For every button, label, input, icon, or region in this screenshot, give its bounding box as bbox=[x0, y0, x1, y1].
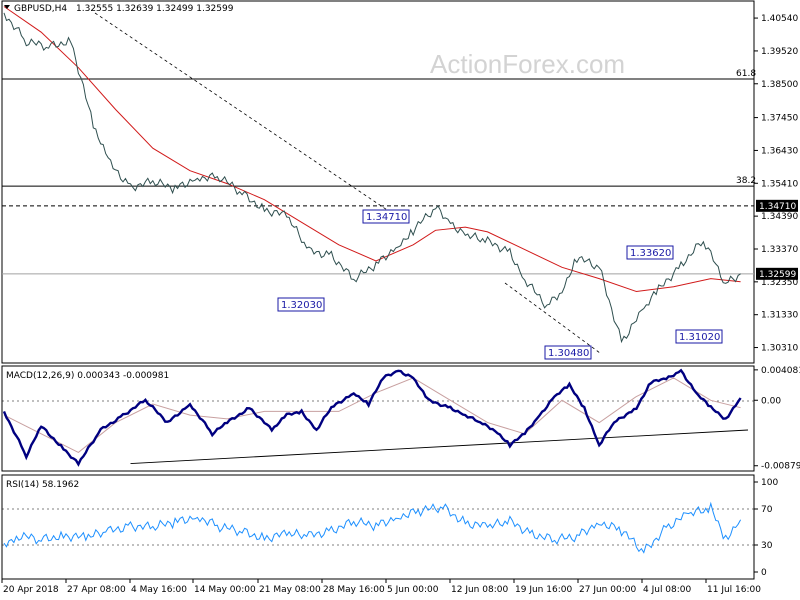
x-tick-label: 27 Apr 08:00 bbox=[67, 585, 126, 595]
rsi-y-tick-label: 30 bbox=[761, 541, 773, 551]
x-tick-label: 5 Jun 00:00 bbox=[387, 585, 439, 595]
x-tick-label: 28 May 16:00 bbox=[323, 585, 385, 595]
macd-main-line bbox=[2, 368, 742, 467]
price-annotation-text: 1.33620 bbox=[630, 248, 671, 259]
price-y-tick-label: 1.36430 bbox=[761, 146, 798, 156]
price-annotation-box bbox=[277, 297, 325, 312]
header-ohlc: 1.32555 1.32639 1.32499 1.32599 bbox=[76, 4, 234, 14]
price-level-tag bbox=[756, 199, 798, 212]
price-panel[interactable]: ActionForex.com 61.8 38.2 1.34710 1.32599 1… bbox=[1, 0, 798, 364]
x-tick-label: 27 Jun 00:00 bbox=[579, 585, 636, 595]
x-tick-label: 12 Jun 08:00 bbox=[451, 585, 508, 595]
fib-level-label: 38.2 bbox=[736, 176, 756, 186]
price-y-tick-label: 1.40540 bbox=[761, 14, 798, 24]
price-level-tag bbox=[756, 267, 798, 280]
price-panel-frame bbox=[1, 0, 755, 364]
price-annotation-box bbox=[626, 245, 674, 260]
price-y-tick-label: 1.30310 bbox=[761, 344, 798, 354]
price-y-axis: 1.40540 1.39520 1.38500 1.37450 1.36430 1.354… bbox=[754, 14, 798, 354]
price-level-tag-text: 1.32599 bbox=[759, 270, 796, 280]
moving-average-line bbox=[3, 6, 741, 293]
price-annotation-box bbox=[362, 209, 410, 224]
rsi-header: RSI(14) 58.1962 bbox=[6, 480, 79, 490]
fib-level-label: 61.8 bbox=[736, 69, 756, 79]
rsi-levels bbox=[2, 508, 754, 546]
macd-y-tick-label: -0.008794 bbox=[761, 462, 800, 472]
price-annotation-box bbox=[544, 345, 592, 360]
macd-panel-frame bbox=[1, 365, 755, 472]
rsi-panel-frame bbox=[1, 474, 755, 580]
price-annotation-text: 1.32030 bbox=[281, 300, 322, 311]
price-y-tick-label: 1.35410 bbox=[761, 179, 798, 189]
macd-panel[interactable]: 0.004081 0.00 -0.008794 MACD(12,26,9) 0.00… bbox=[1, 365, 800, 472]
x-tick-label: 4 May 16:00 bbox=[131, 585, 187, 595]
macd-y-tick-label: 0.00 bbox=[761, 396, 781, 406]
price-annotation-box bbox=[675, 329, 723, 344]
price-y-tick-label: 1.37450 bbox=[761, 114, 798, 124]
rsi-panel[interactable]: 100 70 30 0 RSI(14) 58.1962 bbox=[1, 474, 778, 580]
rsi-y-axis: 100 70 30 0 bbox=[754, 478, 778, 578]
rsi-line bbox=[3, 501, 742, 554]
price-trendline bbox=[94, 12, 406, 223]
price-y-tick-label: 1.32350 bbox=[761, 278, 798, 288]
price-levels: 61.8 38.2 1.34710 1.32599 bbox=[2, 69, 798, 280]
x-tick-label: 4 Jul 08:00 bbox=[643, 585, 692, 595]
x-tick-label: 21 May 08:00 bbox=[259, 585, 321, 595]
price-y-tick-label: 1.38500 bbox=[761, 80, 798, 90]
x-tick-label: 11 Jul 16:00 bbox=[707, 585, 761, 595]
price-trendline-lower bbox=[504, 282, 601, 354]
price-y-tick-label: 1.33370 bbox=[761, 245, 798, 255]
price-level-tag-text: 1.34710 bbox=[759, 202, 796, 212]
x-axis: 20 Apr 2018 27 Apr 08:00 4 May 16:00 14 May… bbox=[1, 579, 761, 595]
price-y-tick-label: 1.34390 bbox=[761, 212, 798, 222]
x-tick-label: 19 Jun 16:00 bbox=[515, 585, 572, 595]
price-annotations: 1.34710 1.32030 1.30480 1.33620 1.31020 bbox=[277, 209, 723, 360]
rsi-y-tick-label: 100 bbox=[761, 478, 778, 488]
rsi-y-tick-label: 0 bbox=[761, 568, 767, 578]
header-symbol: GBPUSD,H4 bbox=[14, 4, 67, 14]
x-tick-label: 14 May 00:00 bbox=[194, 585, 256, 595]
price-annotation-text: 1.34710 bbox=[366, 212, 407, 223]
rsi-y-tick-label: 70 bbox=[761, 505, 773, 515]
price-line bbox=[3, 12, 741, 344]
macd-header: MACD(12,26,9) 0.000343 -0.000981 bbox=[6, 371, 169, 381]
price-annotation-text: 1.31020 bbox=[679, 332, 720, 343]
dropdown-arrow-icon[interactable] bbox=[4, 5, 10, 9]
price-annotation-text: 1.30480 bbox=[548, 348, 589, 359]
x-tick-label: 20 Apr 2018 bbox=[3, 585, 59, 595]
macd-trendline bbox=[130, 429, 749, 465]
macd-y-axis: 0.004081 0.00 -0.008794 bbox=[754, 366, 800, 472]
watermark: ActionForex.com bbox=[430, 49, 625, 79]
price-y-tick-label: 1.31330 bbox=[761, 311, 798, 321]
macd-y-tick-label: 0.004081 bbox=[761, 366, 800, 376]
price-y-tick-label: 1.39520 bbox=[761, 47, 798, 57]
